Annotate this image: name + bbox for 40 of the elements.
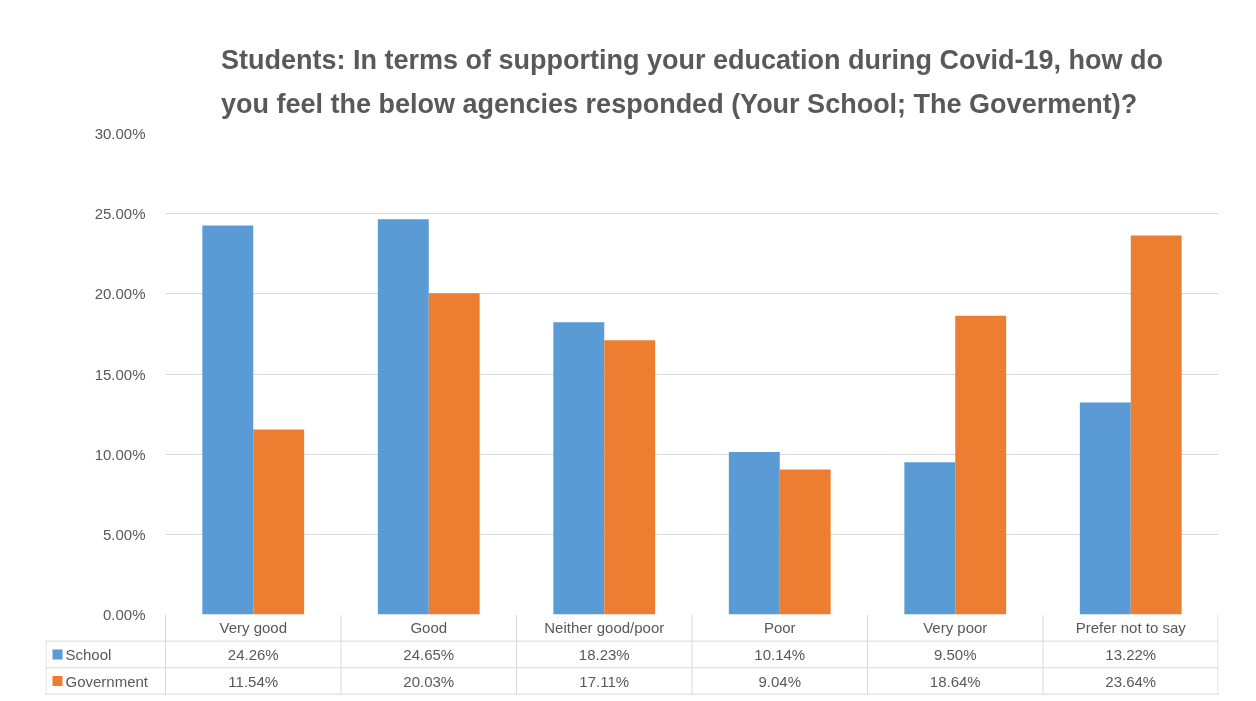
bar xyxy=(202,225,254,615)
data-label: 10.14% xyxy=(754,645,806,663)
y-tick-label: 25.00% xyxy=(94,205,146,223)
data-label: 20.03% xyxy=(403,672,455,690)
data-label: 23.64% xyxy=(1105,672,1157,690)
data-label: 11.54% xyxy=(228,672,279,690)
bar xyxy=(553,322,605,615)
y-tick-label: 0.00% xyxy=(102,606,146,623)
x-tick-label: Very good xyxy=(219,619,288,637)
bar xyxy=(779,469,831,615)
bar xyxy=(728,451,780,615)
y-tick-label: 20.00% xyxy=(94,285,146,303)
x-tick-label: Neither good/poor xyxy=(544,619,665,637)
bar xyxy=(604,340,656,615)
data-label: 13.22% xyxy=(1105,645,1157,663)
data-label: 24.26% xyxy=(227,645,279,663)
bar xyxy=(253,429,305,615)
bar xyxy=(428,293,480,615)
y-tick-label: 10.00% xyxy=(94,445,146,463)
data-label: 17.11% xyxy=(579,672,630,690)
data-label: 18.23% xyxy=(578,645,630,663)
bar xyxy=(377,219,429,615)
x-tick-label: Very poor xyxy=(923,619,988,637)
data-label: 18.64% xyxy=(929,672,981,690)
chart-title: Students: In terms of supporting your education during Covid-19, how do you feel the below agencies responded (Your School; The Goverment)? xyxy=(221,45,1163,119)
legend-label: Government xyxy=(65,672,149,690)
bar xyxy=(1079,402,1131,615)
y-tick-label: 15.00% xyxy=(94,365,146,383)
bar xyxy=(955,315,1007,615)
legend-label: School xyxy=(65,645,112,663)
bar xyxy=(1130,235,1182,615)
y-tick-label: 5.00% xyxy=(102,525,146,543)
y-tick-label: 30.00% xyxy=(94,125,146,142)
x-tick-label: Good xyxy=(410,619,448,637)
data-label: 9.04% xyxy=(758,672,802,690)
data-label: 9.50% xyxy=(933,645,977,663)
data-label: 24.65% xyxy=(403,645,455,663)
x-tick-label: Prefer not to say xyxy=(1075,619,1187,637)
bar xyxy=(904,462,956,615)
x-tick-label: Poor xyxy=(763,619,796,637)
